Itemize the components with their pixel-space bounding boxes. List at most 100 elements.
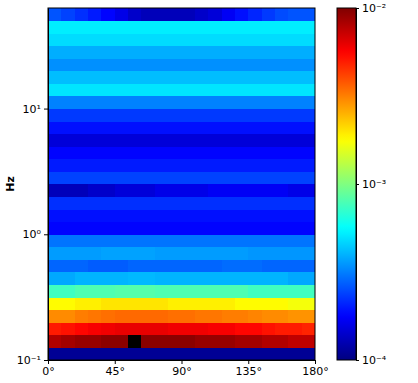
heat-cell — [155, 335, 169, 348]
heat-cell — [208, 71, 222, 84]
heat-cell — [208, 21, 222, 34]
heat-cell — [262, 297, 276, 310]
heat-cell — [235, 96, 249, 109]
heat-cell — [141, 247, 155, 260]
heat-cell — [288, 209, 302, 222]
tick: 10⁻¹ — [17, 354, 48, 367]
heat-cell — [75, 46, 89, 59]
heat-cell — [302, 171, 315, 184]
heat-cell — [141, 109, 155, 122]
heat-cell — [128, 335, 142, 348]
heat-cell — [302, 335, 315, 348]
heat-cell — [128, 310, 142, 323]
heat-cell — [88, 21, 102, 34]
heat-cell — [208, 146, 222, 159]
heat-cell — [208, 347, 222, 360]
heat-cell — [248, 21, 262, 34]
heat-cell — [208, 197, 222, 210]
heat-cell — [182, 8, 196, 21]
heat-cell — [88, 96, 102, 109]
heat-cell — [128, 247, 142, 260]
heat-cell — [288, 121, 302, 134]
heat-cell — [115, 146, 129, 159]
heat-cell — [61, 71, 75, 84]
y-axis: 10⁻¹10⁰10¹ — [17, 9, 49, 368]
heat-cell — [88, 347, 102, 360]
heat-cell — [48, 96, 62, 109]
heat-cell — [88, 171, 102, 184]
heat-cell — [168, 259, 182, 272]
heat-cell — [262, 259, 276, 272]
heat-cell — [168, 335, 182, 348]
heat-cell — [168, 21, 182, 34]
heat-cell — [101, 83, 115, 96]
heat-cell — [288, 33, 302, 46]
heat-cell — [75, 146, 89, 159]
heat-cell — [75, 71, 89, 84]
heat-cell — [182, 184, 196, 197]
heat-cell — [208, 285, 222, 298]
heat-cell — [262, 347, 276, 360]
heat-cell — [275, 58, 289, 71]
heat-cell — [288, 134, 302, 147]
heat-cell — [195, 347, 209, 360]
heat-cell — [101, 8, 115, 21]
heat-cell — [115, 109, 129, 122]
heat-cell — [222, 222, 236, 235]
heat-cell — [61, 197, 75, 210]
heat-cell — [248, 259, 262, 272]
heat-cell — [115, 21, 129, 34]
heat-cell — [262, 96, 276, 109]
tick-label: 10⁻³ — [362, 178, 386, 191]
heat-cell — [115, 347, 129, 360]
heat-cell — [141, 146, 155, 159]
heat-cell — [168, 285, 182, 298]
heat-cell — [48, 58, 62, 71]
heat-cell — [141, 184, 155, 197]
heat-cell — [262, 134, 276, 147]
heat-cell — [48, 272, 62, 285]
heat-cell — [141, 71, 155, 84]
heat-cell — [101, 285, 115, 298]
heat-cell — [262, 8, 276, 21]
heat-cell — [288, 109, 302, 122]
heat-cell — [248, 71, 262, 84]
heat-cell — [275, 8, 289, 21]
heat-cell — [168, 234, 182, 247]
heat-cell — [75, 285, 89, 298]
heat-cell — [235, 184, 249, 197]
heat-cell — [208, 171, 222, 184]
heat-cell — [302, 222, 315, 235]
heat-cell — [141, 322, 155, 335]
heat-cell — [288, 197, 302, 210]
tick: 45° — [106, 360, 126, 378]
heat-cell — [248, 247, 262, 260]
heat-cell — [288, 184, 302, 197]
heat-cell — [288, 234, 302, 247]
heat-cell — [182, 285, 196, 298]
heat-cell — [222, 134, 236, 147]
heat-cell — [88, 335, 102, 348]
heat-cell — [222, 121, 236, 134]
heat-cell — [262, 33, 276, 46]
heat-cell — [75, 134, 89, 147]
heat-cell — [302, 234, 315, 247]
heat-cell — [128, 347, 142, 360]
heat-cell — [208, 96, 222, 109]
heat-cell — [128, 71, 142, 84]
heat-cell — [61, 335, 75, 348]
heat-cell — [195, 184, 209, 197]
heat-cell — [275, 285, 289, 298]
heat-cell — [61, 134, 75, 147]
heat-cell — [302, 46, 315, 59]
heat-cell — [128, 21, 142, 34]
heat-cell — [115, 71, 129, 84]
heat-cell — [128, 259, 142, 272]
heat-cell — [155, 285, 169, 298]
heat-cell — [128, 297, 142, 310]
heat-cell — [208, 209, 222, 222]
heat-cell — [222, 171, 236, 184]
heat-cell — [88, 222, 102, 235]
heat-cell — [128, 272, 142, 285]
heat-cell — [128, 159, 142, 172]
